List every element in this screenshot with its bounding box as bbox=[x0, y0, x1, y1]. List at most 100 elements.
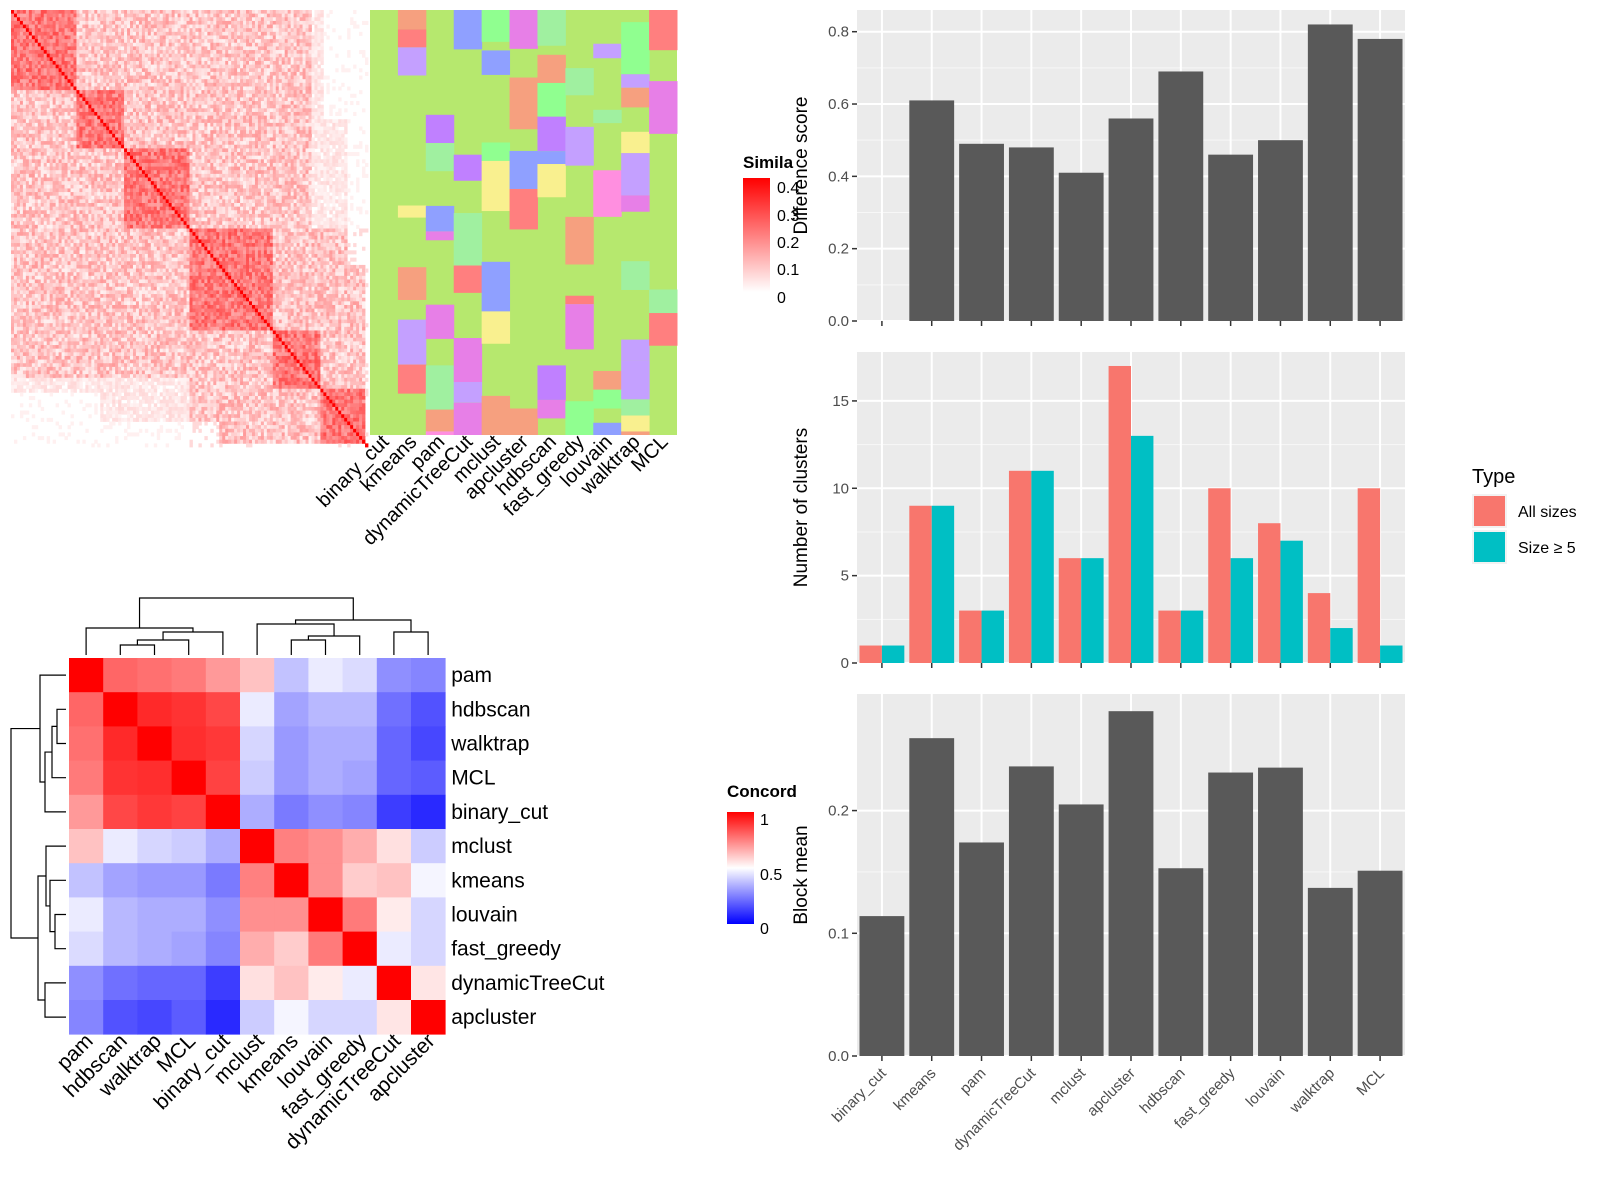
dendrogram-link bbox=[37, 875, 46, 1001]
concordance-cell bbox=[274, 726, 309, 761]
concordance-cell bbox=[171, 692, 207, 727]
concordance-cell bbox=[103, 897, 138, 932]
bar bbox=[1330, 628, 1353, 663]
concordance-cell bbox=[240, 760, 275, 796]
concordance-row-label: hdbscan bbox=[451, 698, 530, 721]
concordance-legend: Concord 1 0.5 0 bbox=[727, 782, 797, 938]
concordance-cell bbox=[69, 794, 104, 830]
y-tick-label: 0.0 bbox=[828, 1048, 849, 1065]
concordance-cell bbox=[69, 829, 104, 864]
x-tick-label: apcluster bbox=[1084, 1065, 1139, 1120]
similarity-legend: Simila 0.4 0.3 0.2 0.1 0 bbox=[743, 153, 799, 307]
concordance-cell bbox=[376, 1000, 412, 1035]
concordance-cell bbox=[274, 863, 309, 898]
concordance-cell bbox=[171, 658, 207, 693]
concordance-cell bbox=[171, 1000, 207, 1035]
concordance-cell bbox=[205, 760, 241, 796]
concordance-row-dendrogram bbox=[10, 674, 66, 1018]
dendrogram-link bbox=[44, 982, 66, 1018]
concordance-cell bbox=[137, 794, 172, 830]
bar bbox=[1108, 118, 1154, 321]
concordance-cell bbox=[376, 726, 412, 761]
dendrogram-link bbox=[294, 619, 412, 632]
concordance-row-label: mclust bbox=[451, 835, 512, 858]
bar bbox=[1131, 435, 1154, 663]
concordance-cell bbox=[308, 1000, 343, 1035]
bar bbox=[909, 738, 955, 1056]
similarity-legend-tick: 0.3 bbox=[777, 208, 799, 225]
concordance-legend-title: Concord bbox=[727, 782, 797, 801]
y-tick-label: 0.8 bbox=[828, 24, 849, 41]
type-legend-key-size-ge-5 bbox=[1474, 532, 1505, 562]
concordance-cell bbox=[69, 726, 104, 761]
concordance-cell bbox=[137, 760, 172, 796]
y-axis-label: Difference score bbox=[791, 97, 812, 235]
bar bbox=[1307, 24, 1353, 321]
concordance-cell bbox=[240, 897, 275, 932]
bar bbox=[1008, 147, 1054, 321]
concordance-cell bbox=[411, 931, 446, 967]
y-tick-label: 0 bbox=[841, 655, 849, 672]
bar bbox=[1258, 523, 1281, 663]
concordance-cell bbox=[274, 760, 309, 796]
concordance-row-label: dynamicTreeCut bbox=[451, 972, 604, 995]
dendrogram-link bbox=[39, 674, 66, 783]
bar bbox=[931, 505, 955, 663]
concordance-cell bbox=[308, 726, 343, 761]
bar bbox=[1158, 868, 1204, 1056]
concordance-cell bbox=[411, 760, 446, 796]
similarity-legend-colorbar bbox=[743, 178, 770, 292]
bar bbox=[1081, 558, 1104, 663]
concordance-cell bbox=[308, 965, 343, 1001]
bar bbox=[1230, 558, 1254, 663]
bar bbox=[959, 842, 1004, 1056]
concordance-cell bbox=[411, 1000, 446, 1035]
concordance-cell bbox=[274, 794, 309, 830]
concordance-cell bbox=[205, 863, 241, 898]
y-tick-label: 0.2 bbox=[828, 241, 849, 258]
dendrogram-link bbox=[119, 644, 156, 655]
concordance-cell bbox=[137, 829, 172, 864]
concordance-row-label: kmeans bbox=[451, 869, 525, 892]
concordance-cell bbox=[411, 863, 446, 898]
concordance-legend-tick: 0 bbox=[760, 921, 769, 938]
concordance-cell bbox=[205, 794, 241, 830]
bar bbox=[1108, 711, 1154, 1056]
concordance-cell bbox=[411, 897, 446, 932]
concordance-cell bbox=[205, 658, 241, 693]
concordance-cell bbox=[205, 726, 241, 761]
membership-column-labels: binary_cutkmeanspamdynamicTreeCutmclusta… bbox=[313, 431, 673, 550]
concordance-cell bbox=[376, 897, 412, 932]
concordance-cell bbox=[274, 692, 309, 727]
bar bbox=[881, 645, 905, 663]
concordance-cell bbox=[240, 692, 275, 727]
concordance-cell bbox=[376, 829, 412, 864]
concordance-cell bbox=[376, 692, 412, 727]
x-tick-label: kmeans bbox=[890, 1065, 939, 1114]
y-axis-label: Number of clusters bbox=[791, 428, 812, 587]
concordance-cell bbox=[205, 1000, 241, 1035]
concordance-cell bbox=[376, 658, 412, 693]
concordance-legend-colorbar bbox=[727, 812, 754, 924]
difference-score-bar-chart: 0.0 0.2 0.4 0.6 0.8 Difference score bbox=[791, 10, 1405, 330]
similarity-legend-tick: 0.4 bbox=[777, 180, 799, 197]
concordance-cell bbox=[205, 965, 241, 1001]
concordance-cell bbox=[308, 794, 343, 830]
number-of-clusters-bar-chart: 0 5 10 15 Number of clusters bbox=[791, 352, 1405, 672]
bar bbox=[1058, 558, 1082, 663]
concordance-cell bbox=[205, 897, 241, 932]
dendrogram-link bbox=[307, 635, 361, 655]
bar bbox=[1008, 766, 1054, 1056]
y-tick-label: 0.6 bbox=[828, 96, 849, 113]
concordance-cell bbox=[103, 794, 138, 830]
concordance-cell bbox=[69, 863, 104, 898]
concordance-cell bbox=[376, 931, 412, 967]
bar bbox=[959, 143, 1004, 321]
bar bbox=[1180, 610, 1204, 663]
dendrogram-link bbox=[290, 639, 327, 655]
concordance-cell bbox=[171, 931, 207, 967]
concordance-row-label: pam bbox=[451, 664, 492, 687]
dendrogram-link bbox=[45, 845, 66, 907]
concordance-cell bbox=[240, 863, 275, 898]
